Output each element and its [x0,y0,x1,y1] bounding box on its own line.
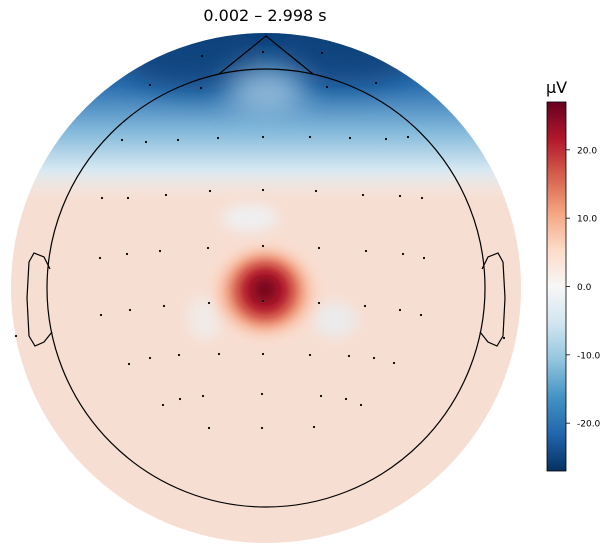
sensor-dot [325,85,329,89]
chart-title: 0.002 – 2.998 s [203,6,327,25]
colorbar-tick-label: 20.0 [577,146,597,156]
sensor-dot [120,138,124,142]
sensor-dot [127,362,131,366]
sensor-dot [361,193,365,197]
sensor-dot [422,256,426,260]
sensor-dot [359,403,363,407]
sensor-dot [363,304,367,308]
sensor-dot [158,249,162,253]
field-light-spot-2 [313,302,357,338]
sensor-dot [398,194,402,198]
field-frontal-mid [226,68,306,112]
sensor-dot [347,354,351,358]
field-central-peak [213,246,317,338]
sensor-dot [207,426,211,430]
sensor-dot [314,189,318,193]
colorbar-tick-label: 0.0 [577,283,592,293]
sensor-dot [217,352,221,356]
sensor-dot [178,397,182,401]
sensor-dot [392,361,396,365]
sensor-dot [419,313,423,317]
sensor-dot [317,301,321,305]
field-light-spot-3 [187,296,223,340]
left-ear-outline [26,252,53,347]
sensor-dot [406,135,410,139]
sensor-dot [199,86,203,90]
sensor-dot [126,196,130,200]
sensor-dot [208,189,212,193]
sensor-dot [100,196,104,200]
sensor-dot [261,188,265,192]
sensor-dot [260,426,264,430]
peak-contour [258,282,272,297]
sensor-dot [201,394,205,398]
sensor-dot [144,140,148,144]
sensor-dot [261,352,265,356]
colorbar-tick-label: -10.0 [577,351,601,361]
sensor-dot [216,136,220,140]
colorbar-unit: µV [546,78,568,97]
sensor-dot [320,51,324,55]
sensor-dot [98,256,102,260]
sensor-dot [261,299,265,303]
sensor-dot [161,403,165,407]
sensor-dot [344,397,348,401]
sensor-dot [312,425,316,429]
sensor-dot [348,136,352,140]
sensor-dot [364,249,368,253]
sensor-dot [260,392,264,396]
sensor-dot [148,356,152,360]
colorbar-gradient [546,101,567,472]
sensor-dot [164,193,168,197]
sensor-dot [261,135,265,139]
sensor-dot [372,356,376,360]
sensor-dot [177,353,181,357]
sensor-dot [261,244,265,248]
sensor-dot [317,246,321,250]
sensor-dot [162,304,166,308]
colorbar-ticks: 20.0 10.0 0.0 -10.0 -20.0 [566,146,601,430]
sensor-dot [125,252,129,256]
right-ear-outline [479,252,506,347]
sensor-dot [148,83,152,87]
sensor-dot [206,246,210,250]
sensor-dot [14,334,18,338]
sensor-dot [99,313,103,317]
head-circle [46,68,486,508]
colorbar-tick-label: -20.0 [577,420,601,430]
sensor-dot [261,50,265,54]
sensor-dot [319,394,323,398]
sensor-dot [200,54,204,58]
sensor-dot [308,135,312,139]
colorbar-tick-label: 10.0 [577,215,597,225]
sensor-dot [420,196,424,200]
sensor-dot [398,308,402,312]
colorbar: 20.0 10.0 0.0 -10.0 -20.0 [546,101,601,472]
nose-outline [218,35,314,75]
sensor-dot [502,336,506,340]
sensor-dot [176,138,180,142]
sensor-dot [308,353,312,357]
head-outline [26,35,506,508]
sensor-dot [207,301,211,305]
sensor-dot [401,252,405,256]
sensor-dot [128,308,132,312]
field-light-spot-1 [222,204,278,232]
sensor-dot [384,137,388,141]
sensor-dot [374,81,378,85]
sensor-markers [14,50,506,430]
